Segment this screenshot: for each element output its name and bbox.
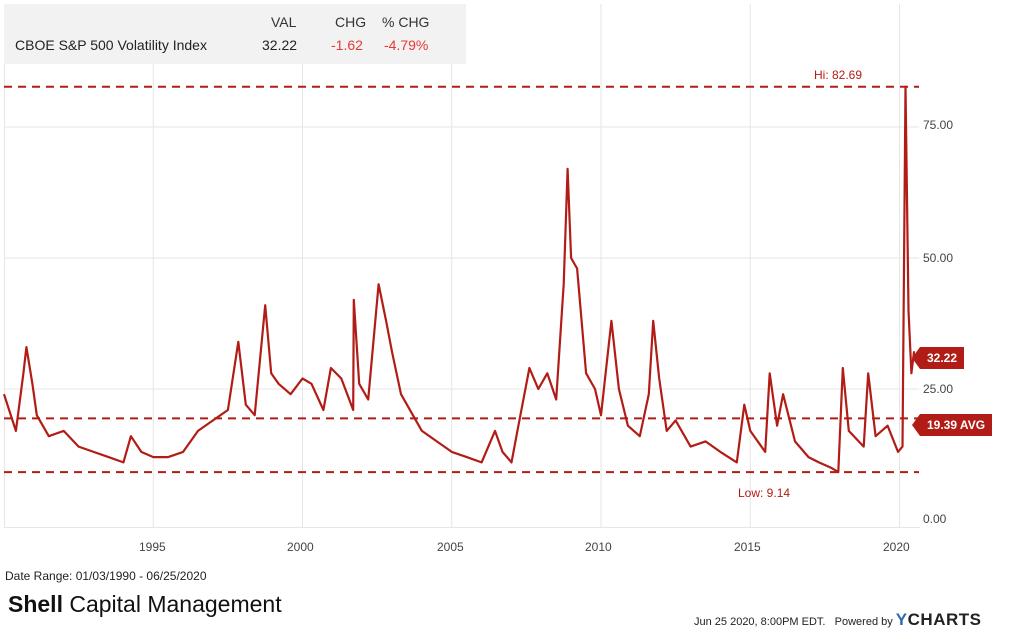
legend-box: VAL CHG % CHG CBOE S&P 500 Volatility In… (4, 4, 466, 64)
x-tick-2000: 2000 (287, 540, 314, 554)
legend-series-name: CBOE S&P 500 Volatility Index (15, 37, 207, 53)
x-tick-2020: 2020 (883, 540, 910, 554)
timestamp: Jun 25 2020, 8:00PM EDT. (694, 616, 826, 628)
date-range: Date Range: 01/03/1990 - 06/25/2020 (5, 569, 207, 583)
legend-pct-change: -4.79% (384, 37, 429, 53)
legend-value: 32.22 (262, 37, 298, 53)
y-tick-50: 50.00 (923, 251, 954, 265)
y-tick-25: 25.00 (923, 382, 954, 396)
ycharts-y: Y (895, 610, 908, 629)
ycharts-logo[interactable]: YCHARTS (896, 610, 982, 629)
brand-rest: Capital Management (62, 591, 282, 617)
x-tick-2005: 2005 (437, 540, 464, 554)
brand-bold: Shell (8, 591, 63, 617)
y-tick-0: 0.00 (923, 512, 947, 526)
last-value-flag: 32.22 (911, 347, 965, 369)
footer-attribution: Jun 25 2020, 8:00PM EDT. Powered by YCHA… (694, 610, 981, 630)
legend-header-chg: CHG (335, 14, 367, 30)
plot-area (4, 4, 920, 528)
brand-logo: Shell Capital Management (8, 591, 282, 618)
ycharts-text: CHARTS (907, 610, 982, 629)
legend-header-pct: % CHG (382, 14, 430, 30)
average-flag: 19.39 AVG (911, 414, 993, 436)
high-label: Hi: 82.69 (814, 68, 863, 82)
x-tick-2010: 2010 (585, 540, 612, 554)
x-tick-1995: 1995 (139, 540, 166, 554)
powered-by: Powered by (834, 616, 893, 628)
legend-change: -1.62 (331, 37, 363, 53)
y-tick-75: 75.00 (923, 118, 954, 132)
legend-header-val: VAL (271, 14, 297, 30)
x-tick-2015: 2015 (734, 540, 761, 554)
series-line-0 (2, 85, 916, 474)
low-label: Low: 9.14 (738, 486, 791, 500)
